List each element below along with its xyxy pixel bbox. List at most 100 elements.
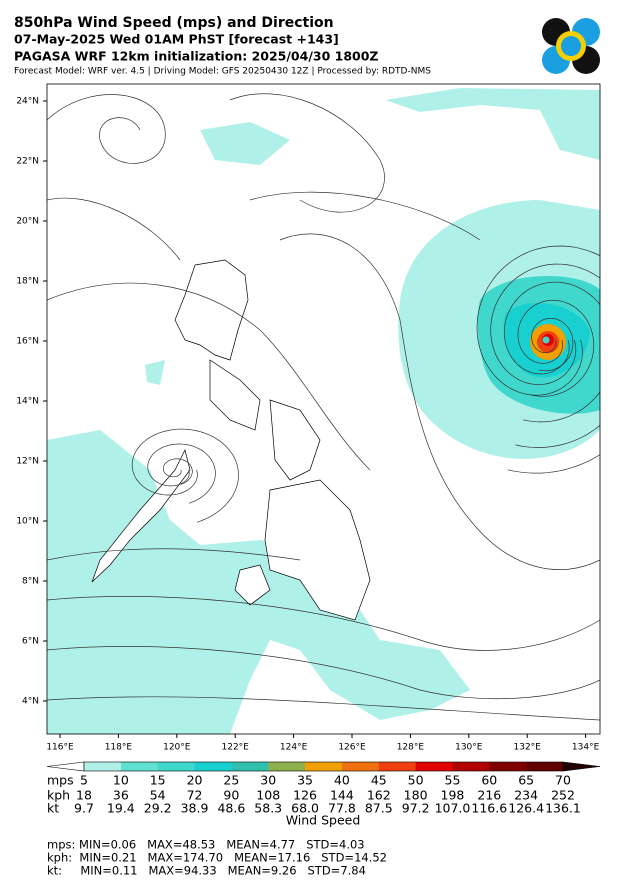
colorbar-label: 90 xyxy=(223,788,239,803)
colorbar-label: 252 xyxy=(551,788,575,803)
colorbar-label: 162 xyxy=(367,788,391,803)
model-info: Forecast Model: WRF ver. 4.5 | Driving M… xyxy=(14,67,431,77)
lat-label: 12°N xyxy=(16,457,39,467)
lat-label: 18°N xyxy=(16,277,39,287)
colorbar-label: 216 xyxy=(477,788,501,803)
colorbar-label: 30 xyxy=(260,773,276,788)
lon-label: 132°E xyxy=(514,743,542,753)
colorbar-frame xyxy=(83,761,564,772)
colorbar-label: 25 xyxy=(223,773,239,788)
colorbar-label: 5 xyxy=(80,773,88,788)
lon-label: 120°E xyxy=(163,743,191,753)
colorbar-label: 54 xyxy=(150,788,166,803)
colorbar-segment xyxy=(341,762,380,771)
logo xyxy=(542,18,600,74)
colorbar-segment xyxy=(120,762,158,771)
colorbar-label: 45 xyxy=(371,773,387,788)
colorbar-segment xyxy=(415,762,453,771)
colorbar-label: 126 xyxy=(293,788,317,803)
lon-label: 118°E xyxy=(105,743,133,753)
colorbar-label: 35 xyxy=(297,773,313,788)
colorbar-label: 50 xyxy=(408,773,424,788)
colorbar-segment xyxy=(452,762,490,771)
colorbar-label: 18 xyxy=(76,788,92,803)
colorbar-segment xyxy=(231,762,269,771)
lon-label: 124°E xyxy=(280,743,308,753)
colorbar-label: 72 xyxy=(187,788,203,803)
lon-label: 122°E xyxy=(222,743,250,753)
colorbar-segment xyxy=(526,762,564,771)
colorbar-segment xyxy=(157,762,195,771)
landmass xyxy=(91,259,371,621)
colorbar-segment xyxy=(489,762,527,771)
colorbar-label: 87.5 xyxy=(365,801,393,816)
colorbar-label: 60 xyxy=(481,773,497,788)
lat-label: 14°N xyxy=(16,397,39,407)
streamline xyxy=(517,299,595,397)
colorbar-label: 36 xyxy=(113,788,129,803)
colorbar-label: 29.2 xyxy=(144,801,172,816)
colorbar-segment xyxy=(305,762,343,771)
lat-label: 6°N xyxy=(22,637,39,647)
colorbar-label: 20 xyxy=(187,773,203,788)
streamline xyxy=(531,317,574,372)
colorbar-label: 68.0 xyxy=(291,801,319,816)
lon-label: 134°E xyxy=(572,743,600,753)
unit-label: mps xyxy=(47,773,74,788)
colorbar-label: 126.4 xyxy=(508,801,544,816)
streamline xyxy=(147,443,216,504)
colorbar-label: 19.4 xyxy=(107,801,135,816)
colorbar-label: 48.6 xyxy=(217,801,245,816)
colorbar-label: 65 xyxy=(518,773,534,788)
unit-label: kt xyxy=(47,801,59,816)
lon-label: 128°E xyxy=(397,743,425,753)
colorbar-label: 97.2 xyxy=(402,801,430,816)
colorbar-segment xyxy=(194,762,232,771)
streamline xyxy=(131,428,239,523)
streamlines xyxy=(47,93,600,721)
streamline xyxy=(162,458,193,485)
colorbar-label: 10 xyxy=(113,773,129,788)
init-time: PAGASA WRF 12km initialization: 2025/04/… xyxy=(14,49,379,64)
lat-label: 20°N xyxy=(16,217,39,227)
colorbar-label: 108 xyxy=(256,788,280,803)
map xyxy=(47,84,600,734)
colorbar-label: 107.0 xyxy=(435,801,471,816)
colorbar-label: 38.9 xyxy=(181,801,209,816)
lat-label: 10°N xyxy=(16,517,39,527)
colorbar-segment xyxy=(378,762,416,771)
colorbar-label: 70 xyxy=(555,773,571,788)
valid-time: 07-May-2025 Wed 01AM PhST [forecast +143… xyxy=(14,32,339,47)
streamline xyxy=(503,281,600,423)
colorbar-label: 77.8 xyxy=(328,801,356,816)
lat-label: 24°N xyxy=(16,97,39,107)
lon-label: 126°E xyxy=(338,743,366,753)
stats-line: mps: MIN=0.06 MAX=48.53 MEAN=4.77 STD=4.… xyxy=(47,838,365,852)
colorbar-extend-high xyxy=(562,761,601,772)
colorbar-label: 136.1 xyxy=(545,801,581,816)
colorbar-label: 180 xyxy=(404,788,428,803)
colorbar-label: 58.3 xyxy=(254,801,282,816)
colorbar-label: 116.6 xyxy=(471,801,507,816)
lon-label: 116°E xyxy=(46,743,74,753)
colorbar-extend-low xyxy=(46,761,85,772)
lat-label: 4°N xyxy=(22,697,39,707)
stats-line: kph: MIN=0.21 MAX=174.70 MEAN=17.16 STD=… xyxy=(47,851,387,865)
lat-label: 16°N xyxy=(16,337,39,347)
map-frame xyxy=(46,83,601,735)
colorbar-segment xyxy=(84,762,122,771)
streamline xyxy=(476,245,600,474)
lon-label: 130°E xyxy=(455,743,483,753)
lat-label: 22°N xyxy=(16,157,39,167)
colorbar-label: 198 xyxy=(441,788,465,803)
unit-label: kph xyxy=(47,788,70,803)
lat-label: 8°N xyxy=(22,577,39,587)
colorbar-label: 9.7 xyxy=(74,801,94,816)
colorbar-segment xyxy=(268,762,306,771)
colorbar-label: 15 xyxy=(150,773,166,788)
colorbar-title: Wind Speed xyxy=(286,813,361,828)
streamline xyxy=(490,263,600,448)
title: 850hPa Wind Speed (mps) and Direction xyxy=(14,15,334,31)
colorbar-label: 234 xyxy=(514,788,538,803)
